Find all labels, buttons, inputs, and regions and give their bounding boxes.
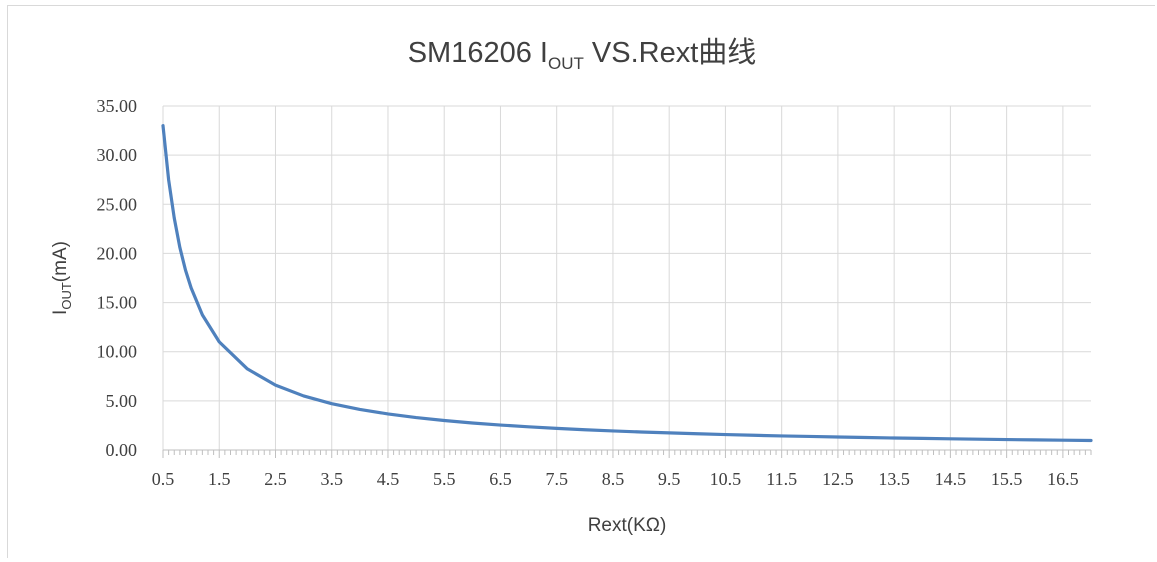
y-tick-labels: 0.00 5.00 10.00 15.00 20.00 25.00 30.00 35.00 — [97, 96, 138, 460]
y-tick-label: 20.00 — [97, 243, 138, 263]
chart-title-subscript: OUT — [548, 54, 584, 73]
x-axis-label: Rext(KΩ) — [588, 515, 667, 536]
x-tick-label: 4.5 — [377, 469, 400, 489]
x-tick-label: 8.5 — [602, 469, 625, 489]
x-tick-label: 13.5 — [878, 469, 910, 489]
y-axis-label-subscript: OUT — [59, 282, 74, 310]
y-tick-label: 5.00 — [106, 391, 138, 411]
y-tick-label: 15.00 — [97, 293, 138, 313]
x-tick-label: 15.5 — [991, 469, 1023, 489]
series-layer — [161, 124, 1093, 443]
x-tick-label: 16.5 — [1047, 469, 1079, 489]
x-tick-label: 1.5 — [208, 469, 231, 489]
x-tick-label: 5.5 — [433, 469, 456, 489]
x-tick-labels: 0.5 1.5 2.5 3.5 4.5 5.5 6.5 7.5 8.5 9.5 10.5 11.5 12… — [152, 469, 1079, 489]
x-tick-label: 2.5 — [264, 469, 287, 489]
x-tick-label: 7.5 — [545, 469, 568, 489]
chart-title: SM16206 IOUT VS.Rext曲线 — [408, 36, 757, 73]
axes — [162, 449, 1092, 458]
y-tick-label: 35.00 — [97, 96, 138, 116]
x-tick-label: 14.5 — [935, 469, 967, 489]
y-axis-label: IOUT(mA) — [50, 241, 74, 315]
x-tick-label: 0.5 — [152, 469, 175, 489]
x-tick-label: 12.5 — [822, 469, 854, 489]
x-tick-label: 9.5 — [658, 469, 681, 489]
y-tick-label: 10.00 — [97, 342, 138, 362]
series-line-0 — [161, 124, 1093, 443]
x-tick-label: 6.5 — [489, 469, 512, 489]
x-tick-label: 10.5 — [710, 469, 742, 489]
x-tick-label: 3.5 — [320, 469, 343, 489]
gridlines — [162, 105, 1091, 450]
chart-area — [7, 5, 1155, 558]
y-tick-label: 0.00 — [106, 440, 138, 460]
y-tick-label: 25.00 — [97, 194, 138, 214]
x-tick-label: 11.5 — [766, 469, 797, 489]
y-tick-label: 30.00 — [97, 145, 138, 165]
